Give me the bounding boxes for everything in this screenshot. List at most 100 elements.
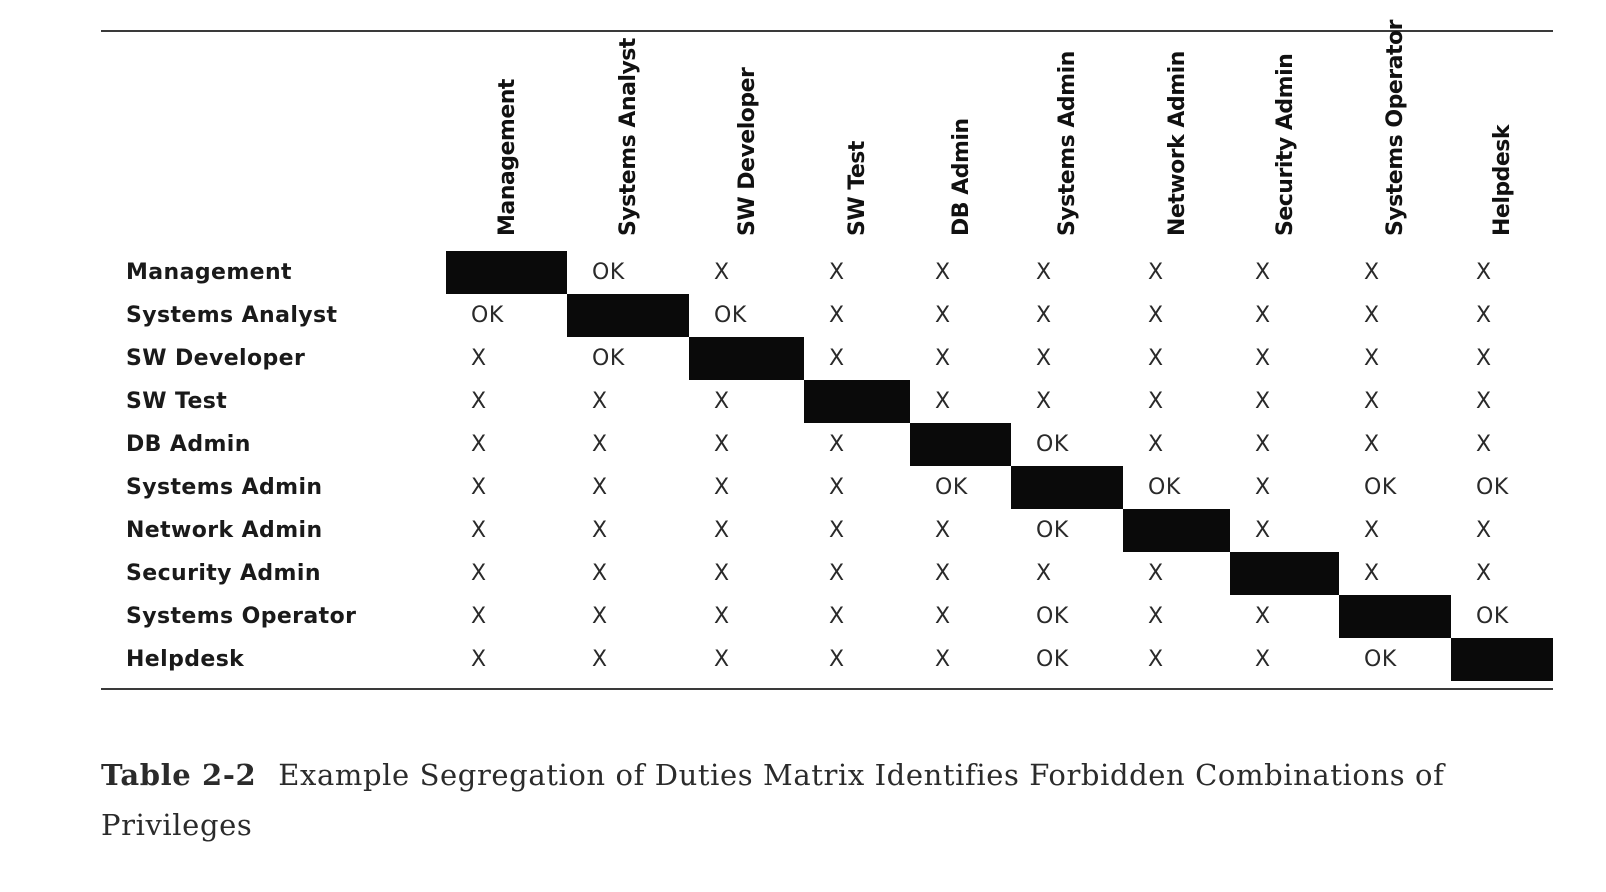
matrix-cell: X bbox=[829, 475, 845, 500]
row-header-sw-developer: SW Developer bbox=[126, 346, 306, 371]
matrix-cell: X bbox=[1476, 346, 1492, 371]
matrix-cell: X bbox=[1148, 260, 1164, 285]
matrix-cell: X bbox=[1364, 432, 1380, 457]
matrix-cell: X bbox=[1364, 389, 1380, 414]
row-header-network-admin: Network Admin bbox=[126, 518, 323, 543]
matrix-cell: X bbox=[1364, 346, 1380, 371]
matrix-cell: X bbox=[935, 647, 951, 672]
column-header-label: Systems Admin bbox=[1055, 51, 1080, 236]
matrix-cell: X bbox=[935, 518, 951, 543]
matrix-cell: OK bbox=[1036, 518, 1069, 543]
matrix-cell: X bbox=[935, 389, 951, 414]
matrix-cell: X bbox=[829, 260, 845, 285]
matrix-cell: X bbox=[714, 561, 730, 586]
matrix-cell: X bbox=[1476, 561, 1492, 586]
matrix-cell: X bbox=[829, 303, 845, 328]
column-header-label: Security Admin bbox=[1272, 53, 1298, 236]
caption-text: Example Segregation of Duties Matrix Ide… bbox=[101, 758, 1445, 842]
table-caption: Table 2-2 Example Segregation of Duties M… bbox=[101, 750, 1521, 850]
matrix-cell: X bbox=[471, 518, 487, 543]
matrix-cell: X bbox=[1476, 260, 1492, 285]
matrix-cell: X bbox=[1148, 303, 1164, 328]
matrix-cell: OK bbox=[714, 303, 747, 328]
diagonal-blocked-cell bbox=[1230, 552, 1339, 595]
matrix-cell: X bbox=[592, 475, 608, 500]
matrix-cell: X bbox=[1255, 518, 1271, 543]
matrix-cell: X bbox=[935, 561, 951, 586]
diagonal-blocked-cell bbox=[1123, 509, 1230, 552]
table-bottom-rule bbox=[101, 688, 1553, 690]
column-header-label: DB Admin bbox=[948, 118, 974, 236]
matrix-cell: X bbox=[935, 303, 951, 328]
diagonal-blocked-cell bbox=[567, 294, 689, 337]
matrix-cell: X bbox=[592, 518, 608, 543]
matrix-cell: X bbox=[829, 518, 845, 543]
row-header-management: Management bbox=[126, 260, 292, 285]
column-header-label: Management bbox=[494, 79, 520, 236]
matrix-cell: X bbox=[714, 389, 730, 414]
matrix-cell: X bbox=[1036, 260, 1052, 285]
matrix-cell: X bbox=[1364, 561, 1380, 586]
column-header-label: Helpdesk bbox=[1490, 124, 1515, 236]
matrix-cell: X bbox=[471, 561, 487, 586]
matrix-cell: X bbox=[1148, 647, 1164, 672]
matrix-cell: X bbox=[1036, 346, 1052, 371]
matrix-cell: X bbox=[471, 604, 487, 629]
diagonal-blocked-cell bbox=[446, 251, 567, 294]
matrix-cell: X bbox=[1255, 346, 1271, 371]
column-header-label: Network Admin bbox=[1164, 51, 1190, 236]
matrix-cell: X bbox=[1036, 303, 1052, 328]
row-header-sw-test: SW Test bbox=[126, 389, 228, 414]
matrix-cell: X bbox=[829, 647, 845, 672]
matrix-cell: X bbox=[714, 475, 730, 500]
diagonal-blocked-cell bbox=[689, 337, 804, 380]
matrix-cell: X bbox=[829, 346, 845, 371]
matrix-cell: X bbox=[1255, 475, 1271, 500]
matrix-cell: X bbox=[714, 518, 730, 543]
matrix-cell: OK bbox=[1036, 432, 1069, 457]
column-header-label: SW Test bbox=[845, 141, 870, 236]
matrix-cell: X bbox=[471, 346, 487, 371]
row-header-systems-operator: Systems Operator bbox=[126, 604, 357, 629]
matrix-cell: X bbox=[1364, 303, 1380, 328]
matrix-cell: X bbox=[1148, 561, 1164, 586]
matrix-cell: X bbox=[1255, 303, 1271, 328]
matrix-cell: OK bbox=[1364, 475, 1397, 500]
matrix-cell: X bbox=[935, 346, 951, 371]
matrix-cell: X bbox=[592, 432, 608, 457]
matrix-cell: X bbox=[1148, 346, 1164, 371]
row-header-security-admin: Security Admin bbox=[126, 561, 321, 586]
matrix-cell: X bbox=[935, 260, 951, 285]
column-header-label: Systems Operator bbox=[1383, 20, 1408, 236]
matrix-cell: OK bbox=[1036, 604, 1069, 629]
matrix-cell: X bbox=[471, 432, 487, 457]
matrix-cell: X bbox=[1255, 260, 1271, 285]
matrix-cell: X bbox=[1148, 432, 1164, 457]
matrix-cell: X bbox=[592, 647, 608, 672]
matrix-cell: X bbox=[714, 604, 730, 629]
matrix-cell: X bbox=[471, 389, 487, 414]
diagonal-blocked-cell bbox=[910, 423, 1011, 466]
diagonal-blocked-cell bbox=[1011, 466, 1123, 509]
matrix-cell: OK bbox=[592, 260, 625, 285]
matrix-cell: X bbox=[829, 432, 845, 457]
row-header-helpdesk: Helpdesk bbox=[126, 647, 245, 672]
matrix-cell: OK bbox=[592, 346, 625, 371]
matrix-cell: X bbox=[1364, 518, 1380, 543]
matrix-cell: X bbox=[471, 647, 487, 672]
matrix-cell: X bbox=[592, 389, 608, 414]
matrix-cell: X bbox=[829, 561, 845, 586]
matrix-cell: X bbox=[1476, 389, 1492, 414]
matrix-cell: X bbox=[1255, 389, 1271, 414]
matrix-cell: X bbox=[1148, 389, 1164, 414]
matrix-cell: X bbox=[714, 432, 730, 457]
row-header-systems-analyst: Systems Analyst bbox=[126, 303, 338, 328]
matrix-cell: X bbox=[829, 604, 845, 629]
diagonal-blocked-cell bbox=[1451, 638, 1553, 681]
matrix-cell: X bbox=[1255, 604, 1271, 629]
matrix-cell: OK bbox=[1364, 647, 1397, 672]
table-top-rule bbox=[101, 30, 1553, 32]
matrix-cell: X bbox=[1364, 260, 1380, 285]
diagonal-blocked-cell bbox=[1339, 595, 1451, 638]
matrix-cell: X bbox=[714, 647, 730, 672]
